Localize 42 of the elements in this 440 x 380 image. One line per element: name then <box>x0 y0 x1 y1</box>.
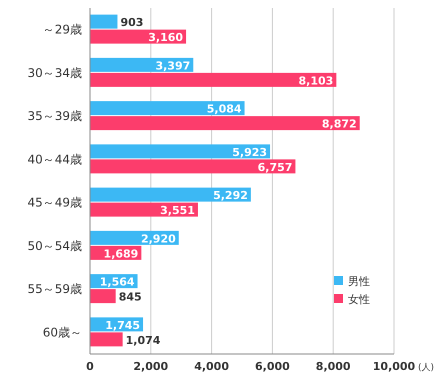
data-label: 6,757 <box>258 160 292 174</box>
y-tick-label: 55～59歳 <box>27 282 82 296</box>
y-tick-label: ～29歳 <box>42 22 82 37</box>
data-label: 8,103 <box>298 74 334 88</box>
data-label: 1,564 <box>100 276 135 289</box>
legend-label: 男性 <box>348 275 370 288</box>
data-label: 8,872 <box>322 118 357 131</box>
legend-label: 女性 <box>348 293 370 306</box>
data-label: 1,074 <box>126 334 161 347</box>
y-tick-label: 50～54歳 <box>27 238 82 253</box>
y-tick-label: 60歳～ <box>42 325 82 340</box>
bar <box>90 116 360 130</box>
bar <box>90 101 245 116</box>
bar <box>90 14 118 29</box>
data-label: 3,397 <box>155 59 190 72</box>
bar <box>90 144 270 158</box>
data-label: 1,745 <box>105 318 140 332</box>
data-label: 2,920 <box>140 232 176 246</box>
bar <box>90 72 336 87</box>
data-label: 845 <box>118 290 142 304</box>
data-label: 5,292 <box>213 189 248 202</box>
x-tick-label: 8,000 <box>316 360 351 373</box>
x-axis-title: (人) <box>418 362 434 373</box>
x-tick-label: 4,000 <box>194 360 230 373</box>
x-tick-label: 10,000 <box>372 360 416 373</box>
y-tick-label: 35～39歳 <box>27 109 82 124</box>
x-tick-label: 6,000 <box>255 360 290 373</box>
y-tick-label: 45～49歳 <box>27 196 82 210</box>
x-tick-label: 0 <box>86 360 94 373</box>
data-label: 903 <box>120 16 144 30</box>
data-label: 3,551 <box>160 204 195 218</box>
x-tick-label: 2,000 <box>133 360 169 373</box>
data-label: 5,084 <box>206 102 242 116</box>
y-tick-label: 30～34歳 <box>27 66 82 80</box>
data-label: 3,160 <box>148 31 184 44</box>
bar <box>90 289 116 304</box>
bar <box>90 332 123 346</box>
bar <box>90 188 251 202</box>
data-label: 1,689 <box>104 247 138 260</box>
data-label: 5,923 <box>232 146 268 159</box>
bar <box>90 159 296 174</box>
y-tick-label: 40～44歳 <box>27 152 82 166</box>
